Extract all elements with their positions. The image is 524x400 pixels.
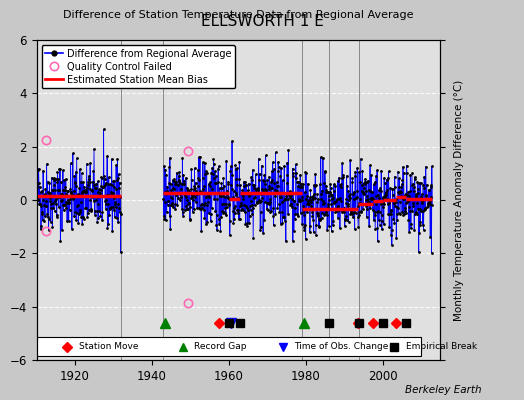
Text: Station Move: Station Move [79, 342, 138, 351]
Legend: Difference from Regional Average, Quality Control Failed, Estimated Station Mean: Difference from Regional Average, Qualit… [41, 45, 235, 88]
Text: Empirical Break: Empirical Break [406, 342, 477, 351]
Text: ELLSWORTH 1 E: ELLSWORTH 1 E [201, 14, 323, 29]
Bar [37, 337, 421, 356]
Text: Berkeley Earth: Berkeley Earth [406, 385, 482, 395]
Text: Time of Obs. Change: Time of Obs. Change [294, 342, 388, 351]
Text: Record Gap: Record Gap [194, 342, 247, 351]
Title: Difference of Station Temperature Data from Regional Average: Difference of Station Temperature Data f… [63, 10, 413, 20]
Y-axis label: Monthly Temperature Anomaly Difference (°C): Monthly Temperature Anomaly Difference (… [454, 79, 464, 321]
